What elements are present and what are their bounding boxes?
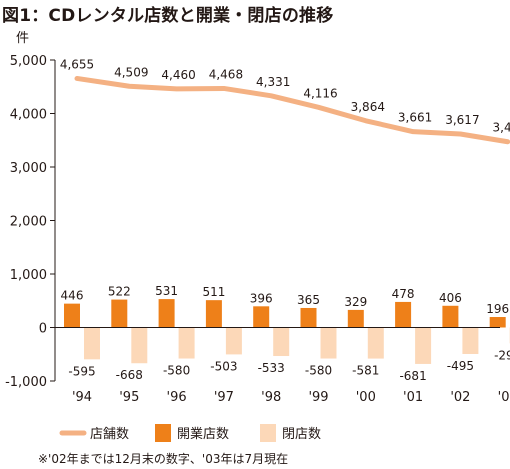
store-count-label: 4,468 <box>209 67 243 81</box>
open-bar <box>442 305 459 328</box>
open-value-label: 511 <box>202 285 225 299</box>
store-count-line <box>74 75 510 145</box>
y-tick-label: 2,000 <box>10 215 47 230</box>
legend-line-label: 店舗数 <box>90 427 129 442</box>
close-bar <box>131 327 148 364</box>
store-count-label: 4,116 <box>303 86 337 100</box>
close-bar <box>367 327 384 359</box>
close-value-label: -681 <box>399 369 426 383</box>
close-value-label: -533 <box>258 361 285 375</box>
open-bars <box>64 299 506 328</box>
y-axis-ticks: 5,000 4,000 3,000 2,000 1,000 0 -1,000 <box>5 54 55 390</box>
open-value-label: 531 <box>155 284 178 298</box>
close-value-label: -296 <box>494 348 510 362</box>
open-value-label: 406 <box>439 291 462 305</box>
legend-open-label: 開業店数 <box>177 426 229 442</box>
data-labels: 446 -595 522 -668 531 -580 511 -503 396 -533 365 -5… <box>60 57 510 382</box>
x-tick-label: '02 <box>450 390 470 405</box>
open-bar <box>111 299 128 328</box>
x-tick-label: '96 <box>167 390 187 405</box>
x-tick-label: '03 <box>498 390 510 405</box>
close-bar <box>415 327 432 364</box>
open-bar <box>158 299 175 328</box>
open-bar <box>489 317 506 328</box>
chart-title: 図1：CDレンタル店数と開業・閉店の推移 <box>2 6 334 26</box>
x-tick-label: '99 <box>308 390 328 405</box>
close-value-label: -595 <box>68 364 95 378</box>
close-bar <box>225 327 242 355</box>
store-count-label: 3,661 <box>398 111 432 125</box>
open-value-label: 196 <box>486 302 509 316</box>
open-bar <box>347 309 364 328</box>
store-count-label: 4,655 <box>60 57 94 71</box>
open-bar <box>253 306 270 328</box>
open-bar <box>395 301 412 328</box>
x-tick-label: '01 <box>403 390 423 405</box>
y-tick-label: 1,000 <box>10 268 47 283</box>
open-value-label: 365 <box>297 293 320 307</box>
open-value-label: 478 <box>392 287 415 301</box>
x-tick-label: '95 <box>119 390 139 405</box>
open-bar <box>300 307 317 328</box>
y-tick-label: -1,000 <box>5 375 47 390</box>
y-tick-label: 5,000 <box>10 54 47 69</box>
close-value-label: -580 <box>163 364 190 378</box>
x-tick-label: '00 <box>356 390 376 405</box>
open-value-label: 329 <box>344 295 367 309</box>
legend: 店舗数 開業店数 閉店数 <box>59 424 321 442</box>
store-count-label: 4,509 <box>114 65 148 79</box>
close-bar <box>462 327 479 354</box>
legend-open-swatch <box>155 424 171 442</box>
open-value-label: 396 <box>250 291 273 305</box>
x-tick-label: '97 <box>214 390 234 405</box>
store-count-label: 4,460 <box>161 68 195 82</box>
close-bars <box>84 327 510 364</box>
close-value-label: -580 <box>305 364 332 378</box>
close-value-label: -495 <box>447 359 474 373</box>
legend-close-swatch <box>260 424 276 442</box>
y-tick-label: 4,000 <box>10 108 47 123</box>
store-count-label: 3,472 <box>493 121 510 135</box>
close-bar <box>320 327 337 359</box>
open-bar <box>64 303 80 328</box>
x-tick-label: '94 <box>72 390 92 405</box>
close-value-label: -503 <box>210 359 237 373</box>
open-value-label: 522 <box>108 285 131 299</box>
store-count-polyline <box>74 75 510 145</box>
store-count-label: 3,864 <box>351 100 385 114</box>
store-count-label: 4,331 <box>256 75 290 89</box>
y-tick-label: 0 <box>39 322 47 337</box>
close-bar <box>273 327 290 357</box>
close-bar <box>84 327 100 360</box>
close-value-label: -668 <box>116 368 143 382</box>
y-tick-label: 3,000 <box>10 161 47 176</box>
x-tick-label: '98 <box>261 390 281 405</box>
y-axis-unit-label: 件 <box>16 31 29 46</box>
legend-close-label: 閉店数 <box>282 427 321 442</box>
close-value-label: -581 <box>352 364 379 378</box>
store-count-label: 3,617 <box>445 113 479 127</box>
close-bar <box>178 327 195 359</box>
x-axis-ticks: '94 '95 '96 '97 '98 '99 '00 '01 '02 '03 <box>72 390 510 405</box>
open-bar <box>205 300 222 328</box>
open-value-label: 446 <box>61 289 84 303</box>
footnote: ※'02年までは12月末の数字、'03年は7月現在 <box>38 452 289 466</box>
